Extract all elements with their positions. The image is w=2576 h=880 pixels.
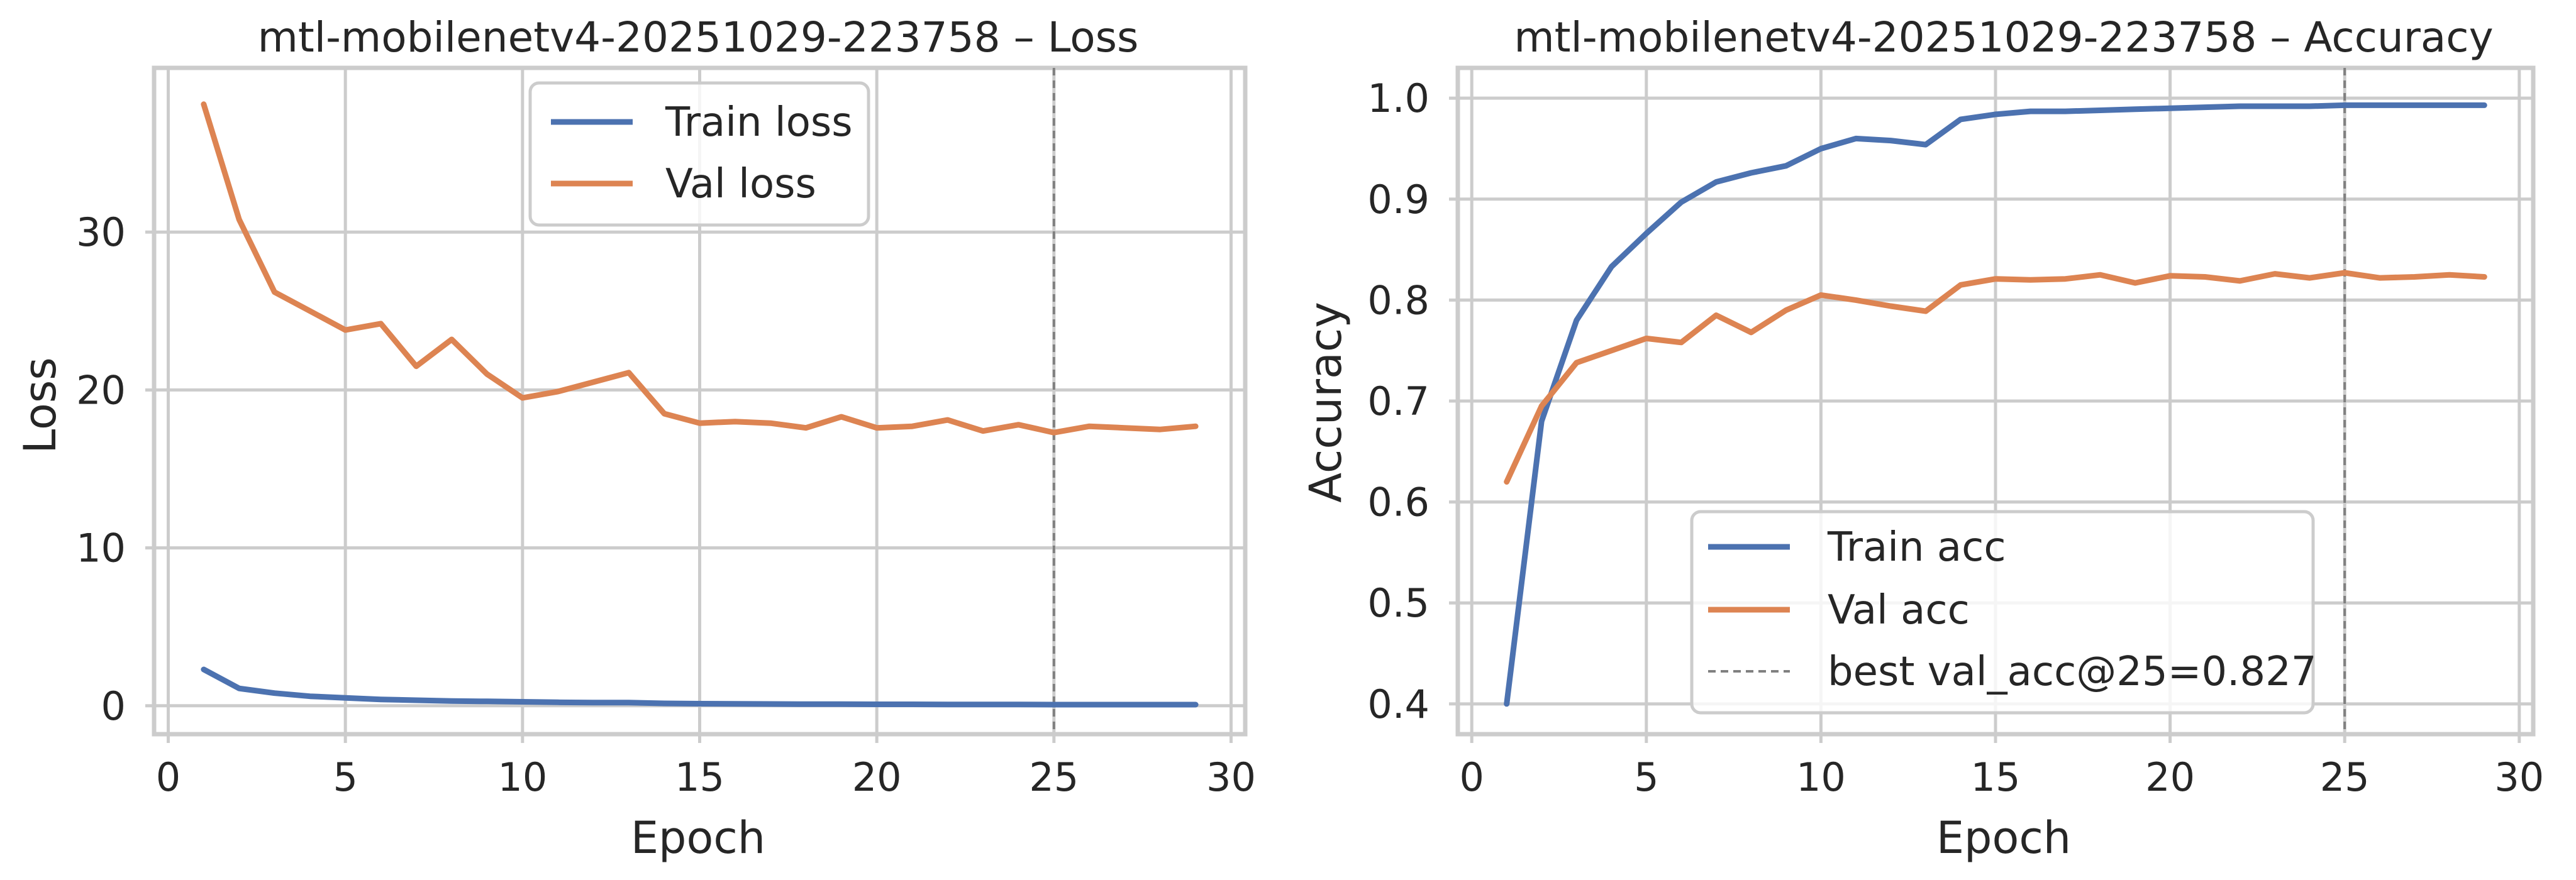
accuracy-y-tick-label: 0.6 [1367, 480, 1430, 525]
accuracy-legend-train-label: Train acc [1827, 524, 2006, 571]
accuracy-x-tick-label: 15 [1971, 754, 2021, 800]
accuracy-title: mtl-mobilenetv4-20251029-223758 – Accura… [1514, 13, 2493, 62]
accuracy-x-tick-label: 30 [2494, 754, 2544, 800]
accuracy-ticks: 0 5 10 15 20 25 30 0.4 0.5 0.6 0.7 0.8 0.9 1.0 [1367, 75, 2544, 800]
loss-x-tick-label: 30 [1206, 754, 1256, 800]
loss-y-tick-label: 30 [76, 209, 126, 255]
loss-x-tick-label: 10 [497, 754, 547, 800]
loss-legend: Train loss Val loss [528, 81, 870, 227]
accuracy-legend-best-label: best val_acc@25=0.827 [1828, 649, 2317, 695]
loss-series-train-line [201, 666, 1199, 708]
loss-lines [201, 68, 1199, 734]
loss-y-tick-label: 20 [76, 367, 126, 413]
accuracy-y-tick-label: 0.4 [1367, 681, 1430, 727]
accuracy-x-tick-label: 5 [1634, 754, 1658, 800]
loss-y-tick-label: 0 [101, 683, 126, 729]
loss-legend-train-label: Train loss [665, 99, 853, 146]
loss-title: mtl-mobilenetv4-20251029-223758 – Loss [258, 13, 1139, 62]
loss-y-axis-label: Loss [14, 357, 66, 454]
accuracy-series-train-line [1504, 102, 2487, 707]
loss-x-tick-label: 15 [675, 754, 724, 800]
loss-legend-val-label: Val loss [665, 161, 816, 207]
accuracy-y-axis-label: Accuracy [1300, 302, 1352, 503]
loss-x-tick-label: 25 [1029, 754, 1079, 800]
accuracy-lines [1504, 68, 2487, 734]
loss-panel: 0 5 10 15 20 25 30 0 10 20 30 mtl-mobilenetv4-2025… [14, 13, 1256, 864]
loss-x-tick-label: 20 [852, 754, 902, 800]
loss-legend-box [528, 81, 870, 227]
loss-series-val-line [201, 101, 1199, 436]
accuracy-y-tick-label: 1.0 [1367, 75, 1430, 121]
accuracy-y-tick-label: 0.9 [1367, 177, 1430, 223]
accuracy-series-val-line [1504, 270, 2487, 485]
accuracy-panel: 0 5 10 15 20 25 30 0.4 0.5 0.6 0.7 0.8 0.9 1.0 mtl-mo… [1300, 13, 2544, 864]
accuracy-y-tick-label: 0.5 [1367, 580, 1430, 626]
accuracy-legend-box [1690, 510, 2315, 715]
accuracy-x-tick-label: 10 [1796, 754, 1846, 800]
loss-ticks: 0 5 10 15 20 25 30 0 10 20 30 [76, 209, 1256, 800]
loss-x-tick-label: 5 [333, 754, 357, 800]
accuracy-x-axis-label: Epoch [1936, 812, 2071, 864]
loss-x-axis-label: Epoch [631, 812, 765, 864]
accuracy-x-tick-label: 25 [2320, 754, 2370, 800]
accuracy-x-tick-label: 0 [1459, 754, 1484, 800]
loss-x-tick-label: 0 [156, 754, 180, 800]
accuracy-y-tick-label: 0.8 [1367, 277, 1430, 323]
loss-y-tick-label: 10 [76, 525, 126, 571]
accuracy-legend: Train acc Val acc best val_acc@25=0.827 [1690, 510, 2317, 715]
accuracy-legend-val-label: Val acc [1828, 587, 1970, 634]
accuracy-x-tick-label: 20 [2145, 754, 2195, 800]
accuracy-y-tick-label: 0.7 [1367, 378, 1430, 424]
